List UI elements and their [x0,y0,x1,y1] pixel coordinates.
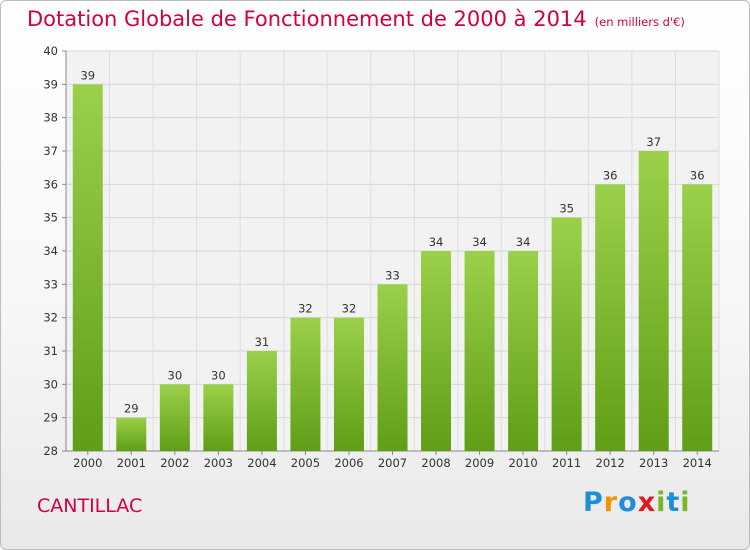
logo-letter: r [603,487,619,518]
chart-title-text: Dotation Globale de Fonctionnement de 20… [27,7,587,31]
bar [72,84,103,451]
x-tick-label: 2002 [160,456,189,470]
data-label: 32 [298,302,313,316]
data-label: 32 [342,302,357,316]
data-label: 39 [80,68,95,82]
x-tick-label: 2000 [73,456,102,470]
logo-letter: i [680,487,691,518]
y-tick-label: 38 [43,111,58,125]
bar [290,317,321,451]
bars [72,84,713,455]
chart-title: Dotation Globale de Fonctionnement de 20… [27,7,685,31]
x-tick-label: 2005 [291,456,320,470]
data-label: 30 [168,368,183,382]
x-tick-label: 2004 [247,456,276,470]
logo-letter: P [583,487,604,518]
y-tick-label: 30 [43,377,58,391]
logo-letter: i [656,487,667,518]
x-tick-label: 2014 [683,456,712,470]
y-tick-label: 35 [43,211,58,225]
bar [464,251,495,451]
bar [508,251,539,451]
data-label: 29 [124,402,139,416]
bar [246,351,277,451]
x-tick-label: 2007 [378,456,407,470]
data-labels: 39 29 30 30 31 32 32 33 34 34 34 35 36 37 36 [80,68,704,415]
y-tick-label: 37 [43,144,58,158]
x-tick-label: 2008 [421,456,450,470]
x-tick-label: 2009 [465,456,494,470]
y-tick-label: 34 [43,244,58,258]
y-tick-label: 32 [43,311,58,325]
data-label: 34 [516,235,531,249]
x-tick-label: 2012 [596,456,625,470]
bar [638,151,669,451]
bar [551,217,582,451]
commune-name: CANTILLAC [37,495,143,517]
data-label: 36 [603,168,618,182]
y-tick-label: 40 [43,44,58,58]
bar [159,384,190,451]
y-tick-label: 33 [43,277,58,291]
proxiti-logo: Proxiti [583,487,691,518]
x-tick-label: 2011 [552,456,581,470]
data-label: 33 [385,268,400,282]
y-tick-label: 31 [43,344,58,358]
y-tick-label: 36 [43,177,58,191]
logo-letter: o [618,487,638,518]
data-label: 35 [559,202,574,216]
y-tick-label: 29 [43,411,58,425]
data-label: 30 [211,368,226,382]
x-tick-label: 2013 [639,456,668,470]
bar [595,184,626,452]
bar [682,184,713,452]
bar [116,417,147,451]
data-label: 37 [646,135,661,149]
x-tick-label: 2003 [204,456,233,470]
logo-letter: t [666,487,681,518]
bar [377,284,408,451]
x-tick-label: 2001 [117,456,146,470]
y-tick-label: 39 [43,77,58,91]
x-tick-label: 2010 [508,456,537,470]
logo-letter: x [637,487,657,518]
data-label: 34 [472,235,487,249]
bar [421,251,452,451]
bar [203,384,234,451]
data-label: 36 [690,168,705,182]
y-tick-label: 28 [43,444,58,458]
data-label: 34 [429,235,444,249]
bar [333,317,364,451]
chart-subtitle: (en milliers d'€) [594,15,685,29]
data-label: 31 [255,335,270,349]
x-tick-label: 2006 [334,456,363,470]
